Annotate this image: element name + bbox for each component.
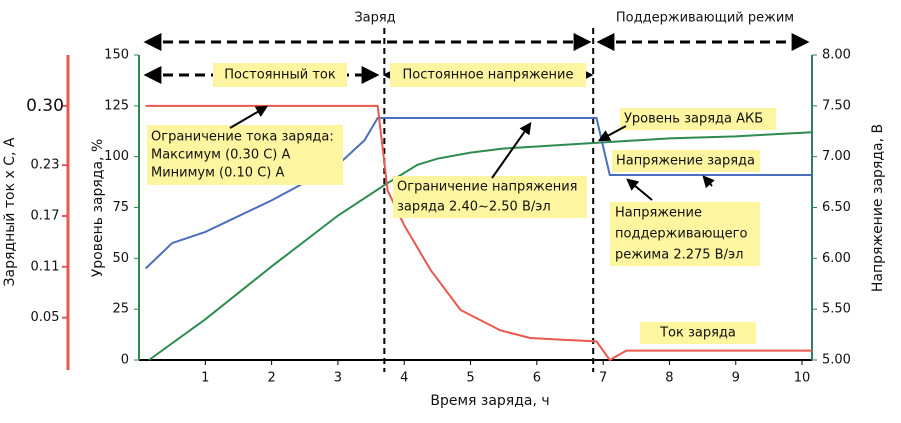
y3-tick-label: 0.17: [31, 208, 60, 223]
annotation-text: режима 2.275 В/эл: [615, 248, 743, 263]
annotation-arrow: [597, 125, 627, 142]
y-tick-label: 0: [121, 353, 129, 368]
y-tick-label: 150: [104, 48, 129, 63]
y3-tick-label: 0.11: [31, 259, 60, 274]
annotation-arrow: [229, 105, 269, 129]
annotation-arrow: [702, 175, 715, 189]
annotation-box: [147, 125, 343, 185]
y-tick-label: 100: [104, 149, 129, 164]
x-tick-label: 3: [334, 371, 342, 386]
x-tick-label: 8: [665, 371, 673, 386]
x-tick-label: 5: [466, 371, 474, 386]
x-tick-label: 7: [599, 371, 607, 386]
phase-label: Постоянное напряжение: [403, 68, 574, 83]
annotation-box: [640, 322, 756, 344]
y-tick-label: 25: [112, 302, 129, 317]
annotation-text: Уровень заряда АКБ: [624, 112, 763, 127]
y-tick-label: 50: [112, 251, 129, 266]
y2-tick-label: 8.00: [822, 48, 851, 63]
y2-tick-label: 7.00: [822, 149, 851, 164]
y2-axis-label: Напряжение заряда, В: [870, 124, 886, 292]
annotation-box: [610, 202, 760, 266]
x-axis-label: Время заряда, ч: [430, 393, 549, 409]
annotation-text: Ограничение тока заряда:: [151, 130, 334, 145]
x-tick-label: 9: [732, 371, 740, 386]
x-tick-label: 10: [794, 371, 811, 386]
x-tick-label: 6: [533, 371, 541, 386]
phase-label: Поддерживающий режим: [616, 11, 794, 26]
annotation-text: Ток заряда: [659, 326, 736, 341]
annotation-text: Напряжение: [615, 206, 702, 221]
annotation-text: Напряжение заряда: [616, 154, 755, 169]
x-tick-label: 4: [400, 371, 408, 386]
y3-tick-label: 0.05: [31, 310, 60, 325]
y2-tick-label: 6.50: [822, 200, 851, 215]
annotation-text: поддерживающего: [615, 227, 747, 242]
y-tick-label: 125: [104, 98, 129, 113]
annotation-text: Ограничение напряжения: [397, 180, 578, 195]
phase-arrows: [143, 33, 810, 87]
annotation-text: Максимум (0.30 С) А: [151, 148, 291, 163]
x-tick-label: 2: [267, 371, 275, 386]
y2-tick-label: 6.00: [822, 251, 851, 266]
phase-label: Заряд: [354, 11, 395, 26]
series-line: [148, 131, 813, 361]
series-line: [145, 104, 812, 362]
annotation-arrow: [491, 122, 532, 179]
annotation-box: [393, 176, 587, 218]
y2-tick-label: 7.50: [822, 98, 851, 113]
y3-tick-label: 0.30: [26, 96, 64, 116]
annotation-box: [612, 150, 760, 172]
y-axis-label: Уровень заряда, %: [90, 139, 106, 278]
y2-tick-label: 5.00: [822, 353, 851, 368]
series-line: [144, 117, 812, 270]
y3-axis-label: Зарядный ток х С, А: [2, 137, 18, 286]
y3-tick-label: 0.23: [31, 158, 60, 173]
annotation-arrow: [626, 178, 653, 201]
annotation-text: заряда 2.40~2.50 В/эл: [397, 200, 551, 215]
y2-tick-label: 5.50: [822, 302, 851, 317]
annotation-box: [620, 108, 776, 130]
x-tick-label: 1: [201, 371, 209, 386]
annotation-text: Минимум (0.10 С) А: [151, 166, 284, 181]
y-tick-label: 75: [112, 200, 129, 215]
phase-label: Постоянный ток: [224, 68, 336, 83]
